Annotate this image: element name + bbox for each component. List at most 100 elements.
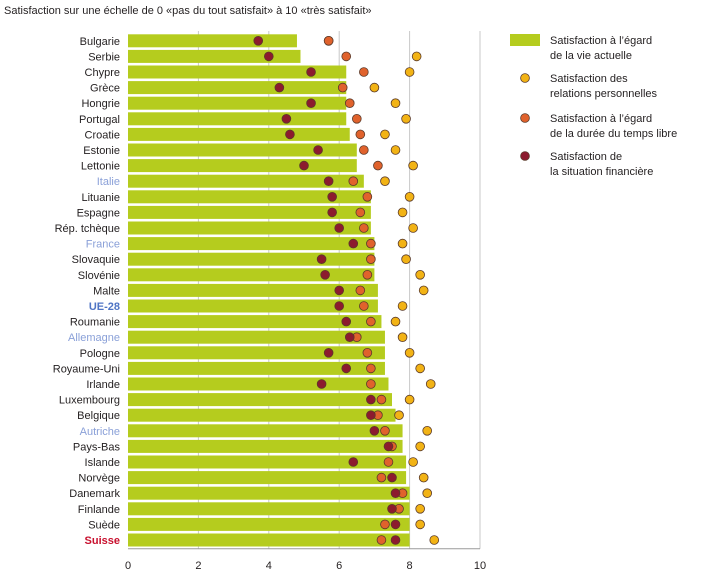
- bar-11: [128, 205, 371, 219]
- bar-29: [128, 486, 410, 500]
- legend-marker-3: [520, 151, 530, 161]
- dot-s1-31: [415, 519, 425, 530]
- dot-s1-24: [394, 410, 404, 421]
- category-label-4: Hongrie: [81, 98, 120, 110]
- category-label-20: Pologne: [80, 348, 120, 360]
- dot-s1-26: [415, 441, 425, 452]
- bar-6: [128, 127, 350, 141]
- bar-7: [128, 143, 357, 157]
- dot-s1-6: [380, 129, 390, 140]
- category-label-5: Portugal: [79, 114, 120, 126]
- category-label-19: Allemagne: [68, 332, 120, 344]
- x-tick-label-4: 4: [266, 560, 272, 572]
- legend-label-3-0: Satisfaction de: [550, 151, 622, 163]
- dot-s3-12: [334, 223, 345, 233]
- dot-s2-23: [376, 394, 387, 405]
- dot-s3-28: [387, 472, 397, 483]
- dot-s2-28: [376, 472, 387, 483]
- bar-3: [128, 81, 347, 95]
- legend-label-0-1: de la vie actuelle: [550, 50, 632, 62]
- dot-s2-9: [348, 176, 359, 187]
- dot-s3-27: [348, 457, 359, 467]
- dot-s3-21: [341, 363, 352, 374]
- bar-15: [128, 268, 375, 282]
- dot-s2-31: [380, 519, 390, 530]
- bar-31: [128, 517, 410, 531]
- dot-s1-25: [422, 425, 433, 436]
- category-label-17: UE-28: [89, 301, 120, 313]
- x-tick-label-8: 8: [407, 560, 413, 572]
- x-tick-label-2: 2: [195, 560, 201, 572]
- dot-s2-6: [355, 129, 366, 140]
- dot-s1-5: [401, 114, 411, 124]
- dot-s2-4: [344, 98, 355, 108]
- dot-s2-17: [359, 301, 369, 311]
- bar-4: [128, 96, 347, 110]
- dot-s2-18: [366, 316, 376, 327]
- bar-27: [128, 455, 407, 469]
- dot-s1-22: [425, 379, 436, 389]
- category-label-10: Lituanie: [81, 192, 120, 204]
- bar-23: [128, 393, 392, 407]
- dot-s2-11: [355, 207, 366, 218]
- category-label-0: Bulgarie: [80, 36, 120, 48]
- bar-30: [128, 502, 410, 516]
- bar-13: [128, 237, 375, 251]
- bar-10: [128, 190, 371, 204]
- dot-s1-13: [397, 238, 408, 249]
- dot-s2-1: [341, 51, 352, 62]
- dot-s1-18: [390, 316, 401, 327]
- category-label-24: Belgique: [77, 410, 120, 422]
- legend-label-1-0: Satisfaction des: [550, 73, 628, 85]
- dot-s3-22: [316, 379, 327, 389]
- x-tick-label-10: 10: [474, 560, 486, 572]
- dot-s1-28: [418, 472, 429, 483]
- category-label-25: Autriche: [80, 426, 120, 438]
- dot-s3-6: [285, 129, 295, 140]
- dot-s1-20: [404, 347, 415, 358]
- bar-28: [128, 471, 407, 485]
- category-label-13: France: [86, 239, 120, 251]
- dot-s1-12: [408, 223, 418, 233]
- bar-24: [128, 408, 396, 422]
- category-label-28: Norvège: [78, 473, 120, 485]
- dot-s2-25: [380, 425, 390, 436]
- bar-1: [128, 49, 301, 63]
- dot-s1-32: [429, 535, 440, 545]
- dot-s2-27: [383, 457, 394, 467]
- dot-s3-8: [299, 160, 309, 171]
- legend-label-1-1: relations personnelles: [550, 88, 658, 100]
- category-label-26: Pays-Bas: [73, 441, 121, 453]
- dot-s2-5: [351, 114, 362, 124]
- dot-s3-18: [341, 316, 352, 327]
- dot-s2-3: [337, 82, 348, 93]
- bar-8: [128, 159, 357, 173]
- dot-s2-7: [359, 145, 369, 155]
- dot-s2-0: [323, 35, 334, 46]
- dot-s1-10: [404, 192, 415, 202]
- dot-s3-15: [320, 269, 330, 280]
- dot-s3-10: [327, 192, 337, 202]
- dot-s2-32: [376, 535, 387, 545]
- category-label-23: Luxembourg: [59, 395, 120, 407]
- category-label-29: Danemark: [69, 488, 120, 500]
- dot-s2-20: [362, 347, 373, 358]
- category-label-27: Islande: [85, 457, 120, 469]
- dot-s1-15: [415, 269, 425, 280]
- bar-5: [128, 112, 347, 126]
- category-label-6: Croatie: [85, 129, 120, 141]
- legend-label-0-0: Satisfaction à l’égard: [550, 35, 652, 47]
- bar-18: [128, 315, 382, 329]
- bar-0: [128, 34, 297, 48]
- category-label-32: Suisse: [85, 535, 120, 547]
- dot-s3-20: [323, 347, 334, 358]
- dot-s2-12: [359, 223, 369, 233]
- dot-s1-9: [380, 176, 390, 187]
- category-label-22: Irlande: [86, 379, 120, 391]
- dot-s3-0: [253, 35, 264, 46]
- dot-s1-14: [401, 254, 411, 265]
- category-label-8: Lettonie: [81, 161, 120, 173]
- dot-s2-2: [359, 67, 369, 77]
- category-label-9: Italie: [97, 176, 120, 188]
- dot-s3-14: [316, 254, 327, 265]
